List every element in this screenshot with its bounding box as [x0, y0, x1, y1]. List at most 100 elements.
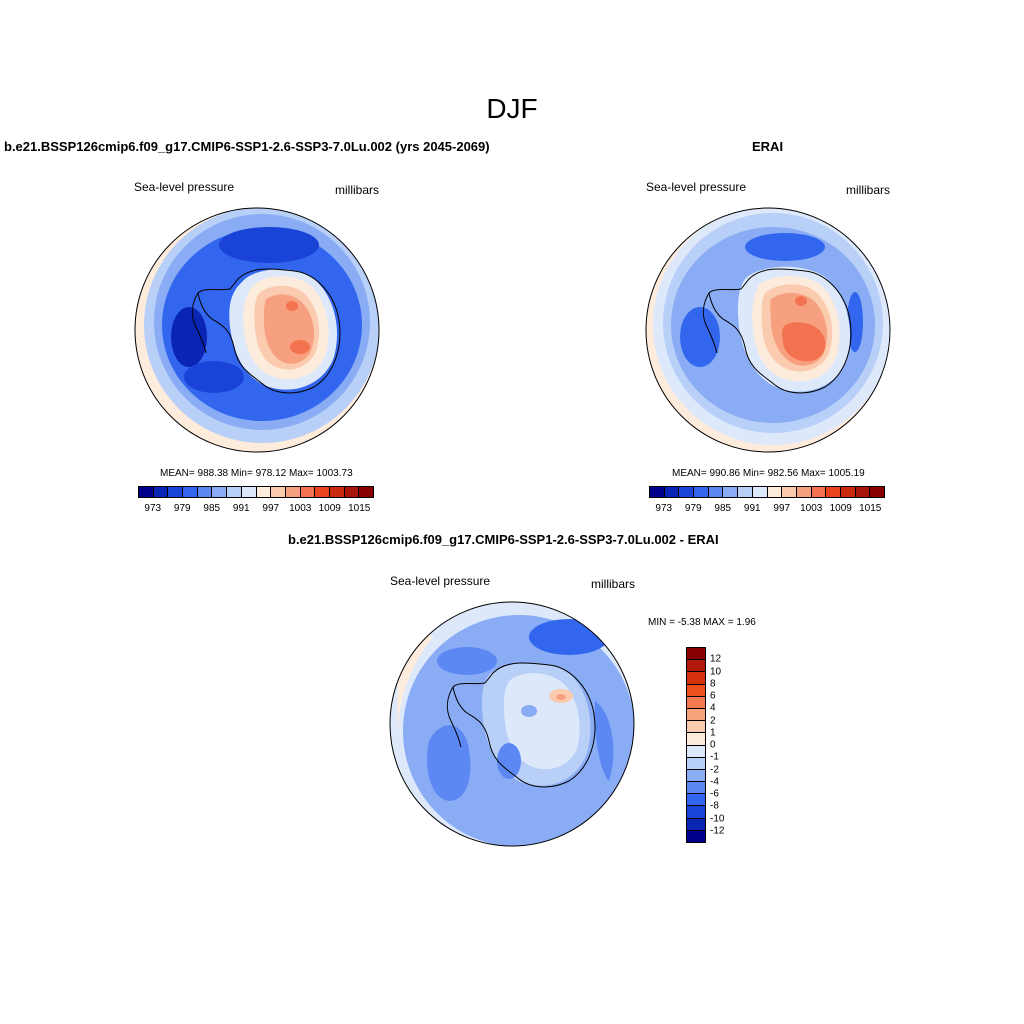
- colorbar-tick-label: 8: [710, 678, 716, 690]
- colorbar-swatch: [687, 708, 705, 722]
- colorbar-tick-label: 997: [262, 503, 280, 514]
- colorbar-tick-label: 979: [173, 503, 191, 514]
- panel-3-title: b.e21.BSSP126cmip6.f09_g17.CMIP6-SSP1-2.…: [288, 532, 719, 547]
- colorbar-swatch: [694, 487, 709, 497]
- colorbar-swatch: [796, 487, 812, 497]
- colorbar-tick-label: 1015: [859, 503, 882, 514]
- colorbar-swatch: [826, 487, 841, 497]
- colorbar-tick-label: -10: [710, 813, 725, 824]
- colorbar-swatch: [782, 487, 797, 497]
- colorbar-swatch: [212, 487, 228, 497]
- colorbar-swatch: [687, 745, 705, 758]
- panel-2-map: [645, 207, 891, 453]
- panel-1-title: b.e21.BSSP126cmip6.f09_g17.CMIP6-SSP1-2.…: [4, 139, 490, 154]
- panel-3-colorbar: [686, 647, 706, 843]
- colorbar-tick-label: 4: [710, 702, 716, 714]
- colorbar-tick-label: 973: [144, 503, 162, 514]
- panel-3-variable-label: Sea-level pressure: [390, 574, 491, 588]
- colorbar-tick-label: 1003: [289, 503, 312, 514]
- colorbar-swatch: [679, 487, 695, 497]
- colorbar-tick-label: -8: [710, 800, 719, 812]
- colorbar-tick-label: 0: [710, 739, 716, 751]
- colorbar-swatch: [227, 487, 242, 497]
- colorbar-swatch: [687, 721, 705, 734]
- panel-2-stats: MEAN= 990.86 Min= 982.56 Max= 1005.19: [672, 468, 865, 479]
- colorbar-swatch: [300, 487, 316, 497]
- colorbar-tick-label: 985: [714, 503, 732, 514]
- colorbar-swatch: [183, 487, 198, 497]
- colorbar-swatch: [664, 487, 680, 497]
- panel-3-stats: MIN = -5.38 MAX = 1.96: [648, 617, 756, 628]
- colorbar-tick-label: 997: [773, 503, 791, 514]
- colorbar-tick-label: 991: [743, 503, 761, 514]
- colorbar-swatch: [870, 487, 884, 497]
- colorbar-tick-label: 12: [710, 653, 722, 665]
- colorbar-tick-label: -1: [710, 751, 719, 763]
- colorbar-tick-label: 973: [655, 503, 673, 514]
- colorbar-swatch: [752, 487, 768, 497]
- colorbar-tick-label: -4: [710, 776, 719, 788]
- colorbar-tick-label: 1: [710, 727, 716, 739]
- colorbar-swatch: [197, 487, 213, 497]
- panel-1-map: [134, 207, 380, 453]
- colorbar-swatch: [687, 769, 705, 783]
- colorbar-swatch: [256, 487, 272, 497]
- colorbar-tick-label: 1009: [829, 503, 852, 514]
- colorbar-tick-label: -6: [710, 788, 719, 800]
- panel-1-colorbar-ticks: 973 979 985 991 997 1003 1009 1015: [138, 503, 374, 515]
- colorbar-swatch: [687, 794, 705, 807]
- colorbar-swatch: [687, 782, 705, 795]
- colorbar-tick-label: 1003: [800, 503, 823, 514]
- colorbar-swatch: [687, 830, 705, 842]
- panel-3-map: [389, 601, 635, 847]
- colorbar-tick-label: 979: [684, 503, 702, 514]
- colorbar-tick-label: 985: [203, 503, 221, 514]
- colorbar-tick-label: 991: [232, 503, 250, 514]
- panel-1-variable-label: Sea-level pressure: [134, 180, 235, 194]
- colorbar-swatch: [271, 487, 286, 497]
- panel-2-units-label: millibars: [846, 183, 891, 197]
- colorbar-swatch: [139, 487, 154, 497]
- colorbar-swatch: [687, 684, 705, 697]
- colorbar-tick-label: -2: [710, 764, 719, 775]
- panel-2-variable-label: Sea-level pressure: [646, 180, 747, 194]
- colorbar-swatch: [687, 757, 705, 770]
- colorbar-tick-label: 1009: [318, 503, 341, 514]
- colorbar-swatch: [687, 733, 705, 746]
- panel-2-title: ERAI: [752, 139, 784, 154]
- colorbar-swatch: [285, 487, 301, 497]
- colorbar-swatch: [687, 660, 705, 673]
- panel-3-units-label: millibars: [591, 577, 636, 591]
- colorbar-swatch: [329, 487, 345, 497]
- colorbar-swatch: [708, 487, 724, 497]
- colorbar-swatch: [687, 672, 705, 685]
- panel-1-stats: MEAN= 988.38 Min= 978.12 Max= 1003.73: [160, 468, 353, 479]
- panel-1-colorbar: [138, 486, 374, 498]
- colorbar-tick-label: 10: [710, 666, 722, 677]
- colorbar-swatch: [687, 696, 705, 709]
- colorbar-tick-label: 1015: [348, 503, 371, 514]
- colorbar-swatch: [168, 487, 184, 497]
- colorbar-tick-label: 6: [710, 690, 716, 702]
- colorbar-swatch: [687, 806, 705, 819]
- colorbar-swatch: [738, 487, 753, 497]
- colorbar-swatch: [687, 648, 705, 661]
- colorbar-swatch: [811, 487, 827, 497]
- colorbar-swatch: [855, 487, 871, 497]
- colorbar-swatch: [840, 487, 856, 497]
- figure-title: DJF: [486, 93, 538, 124]
- colorbar-swatch: [344, 487, 360, 497]
- panel-1-units-label: millibars: [335, 183, 380, 197]
- colorbar-swatch: [767, 487, 783, 497]
- colorbar-swatch: [315, 487, 330, 497]
- colorbar-swatch: [241, 487, 257, 497]
- colorbar-tick-label: 2: [710, 715, 716, 726]
- colorbar-swatch: [723, 487, 739, 497]
- colorbar-tick-label: -12: [710, 825, 725, 837]
- panel-3-colorbar-ticks: 12 10 8 6 4 2 1 0 -1 -2 -4 -6 -8 -10 -12: [710, 647, 750, 843]
- colorbar-swatch: [359, 487, 373, 497]
- colorbar-swatch: [687, 818, 705, 831]
- panel-2-colorbar-ticks: 973 979 985 991 997 1003 1009 1015: [649, 503, 885, 515]
- panel-2-colorbar: [649, 486, 885, 498]
- colorbar-swatch: [650, 487, 665, 497]
